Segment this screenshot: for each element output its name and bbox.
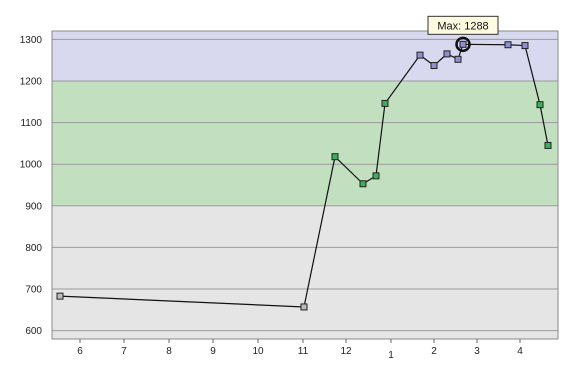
x-tick-label: 4 bbox=[517, 346, 523, 357]
data-point bbox=[56, 292, 64, 300]
x-tick-label: 8 bbox=[166, 346, 172, 357]
data-point bbox=[443, 50, 451, 58]
x-tick-label: 10 bbox=[252, 346, 264, 357]
y-tick-label: 1100 bbox=[20, 118, 42, 129]
data-point bbox=[416, 51, 424, 59]
y-tick-label: 600 bbox=[25, 326, 42, 337]
tooltip-box bbox=[427, 15, 499, 35]
data-point bbox=[536, 101, 544, 109]
data-point bbox=[331, 153, 339, 161]
y-gridlines bbox=[52, 38, 558, 332]
max-highlight-ring bbox=[455, 36, 471, 53]
y-tick-label: 1200 bbox=[20, 76, 43, 87]
data-point bbox=[372, 172, 380, 180]
band-0 bbox=[52, 205, 558, 339]
x-tick-label: 1 bbox=[388, 350, 394, 361]
x-tick-label: 12 bbox=[340, 346, 352, 357]
data-point bbox=[430, 62, 438, 70]
y-tick-label: 700 bbox=[25, 285, 42, 296]
x-axis-labels: 6 7 8 9 10 11 12 1 2 3 4 bbox=[77, 339, 523, 361]
band-1 bbox=[52, 80, 558, 206]
y-tick-label: 1300 bbox=[20, 35, 43, 46]
x-tick-label: 6 bbox=[77, 346, 83, 357]
data-point bbox=[300, 303, 308, 311]
y-tick-label: 900 bbox=[25, 201, 42, 212]
x-tick-label: 7 bbox=[121, 346, 127, 357]
data-point bbox=[381, 99, 389, 107]
background-bands bbox=[52, 31, 558, 339]
data-point bbox=[504, 41, 512, 49]
series-markers bbox=[56, 40, 552, 311]
data-point bbox=[359, 180, 367, 188]
plot-border bbox=[51, 30, 559, 340]
data-point bbox=[521, 42, 529, 50]
x-tick-label: 3 bbox=[474, 346, 480, 357]
data-point bbox=[454, 55, 462, 63]
band-2 bbox=[52, 31, 558, 81]
tooltip-label: Max: 1288 bbox=[437, 20, 488, 32]
x-tick-label: 11 bbox=[298, 346, 309, 357]
data-point bbox=[459, 40, 467, 48]
x-tick-label: 2 bbox=[431, 346, 437, 357]
y-tick-label: 800 bbox=[25, 243, 42, 254]
max-tooltip: Max: 1288 bbox=[427, 15, 499, 35]
y-axis-labels: 600 700 800 900 1000 1100 1200 1300 bbox=[20, 35, 43, 337]
data-point bbox=[544, 141, 552, 149]
y-tick-label: 1000 bbox=[20, 160, 43, 171]
x-tick-label: 9 bbox=[210, 346, 216, 357]
